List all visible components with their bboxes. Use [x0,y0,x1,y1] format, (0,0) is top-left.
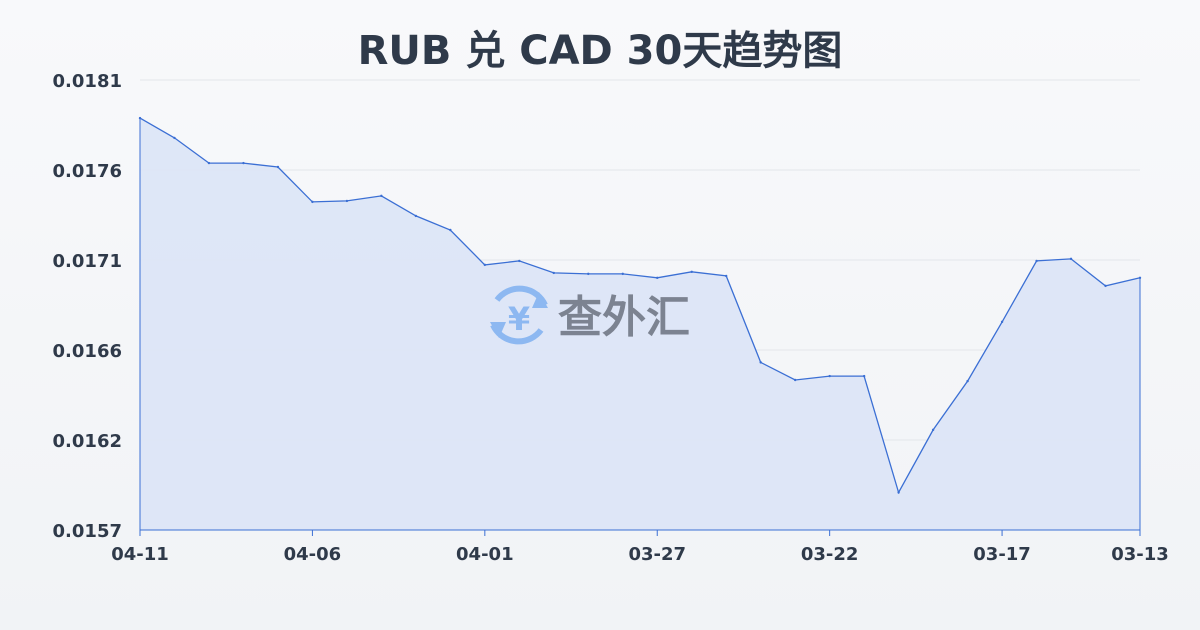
y-tick-label: 0.0157 [53,521,122,542]
data-point [173,136,176,140]
data-point [828,374,831,378]
data-point [587,272,590,276]
y-tick-label: 0.0162 [53,431,122,452]
watermark-text: 查外汇 [558,292,690,343]
x-tick-label: 03-22 [801,544,859,565]
data-point [621,272,624,276]
data-point [897,491,900,494]
data-point [1000,320,1004,324]
x-tick-label: 03-17 [973,544,1031,565]
y-tick-label: 0.0176 [53,161,122,182]
data-point [966,379,969,383]
x-tick-label: 03-13 [1111,544,1169,565]
data-point [1069,257,1073,261]
data-point [345,199,349,203]
chart-title: RUB 兑 CAD 30天趋势图 [357,28,843,74]
x-tick-label: 03-27 [628,544,686,565]
data-point [931,428,935,432]
watermark: ¥ 查外汇 [490,285,690,345]
data-point [311,200,314,204]
x-tick-label: 04-11 [111,544,169,565]
data-point [449,228,452,232]
data-point [552,271,555,275]
x-tick-label: 04-01 [456,544,514,565]
data-point [138,116,142,120]
x-tick-label: 04-06 [284,544,342,565]
data-point [725,274,728,278]
data-point [759,361,762,364]
data-point [1104,284,1107,288]
data-point [690,270,693,274]
data-point [1138,276,1142,280]
data-point [793,378,797,382]
series-line [139,117,1141,495]
data-point [518,259,521,263]
y-tick-label: 0.0166 [53,341,122,362]
data-point [276,165,280,169]
svg-text:¥: ¥ [508,300,530,338]
data-point [414,214,418,218]
data-point [656,276,659,280]
data-point [483,263,487,267]
y-tick-label: 0.0171 [53,251,122,272]
data-point [242,161,245,165]
area-fill [140,118,1140,530]
data-point [380,194,383,198]
data-point [1035,259,1038,263]
data-point [862,374,866,378]
yen-exchange-icon: ¥ [490,285,548,345]
y-tick-label: 0.0181 [53,71,122,92]
data-point [207,161,211,165]
